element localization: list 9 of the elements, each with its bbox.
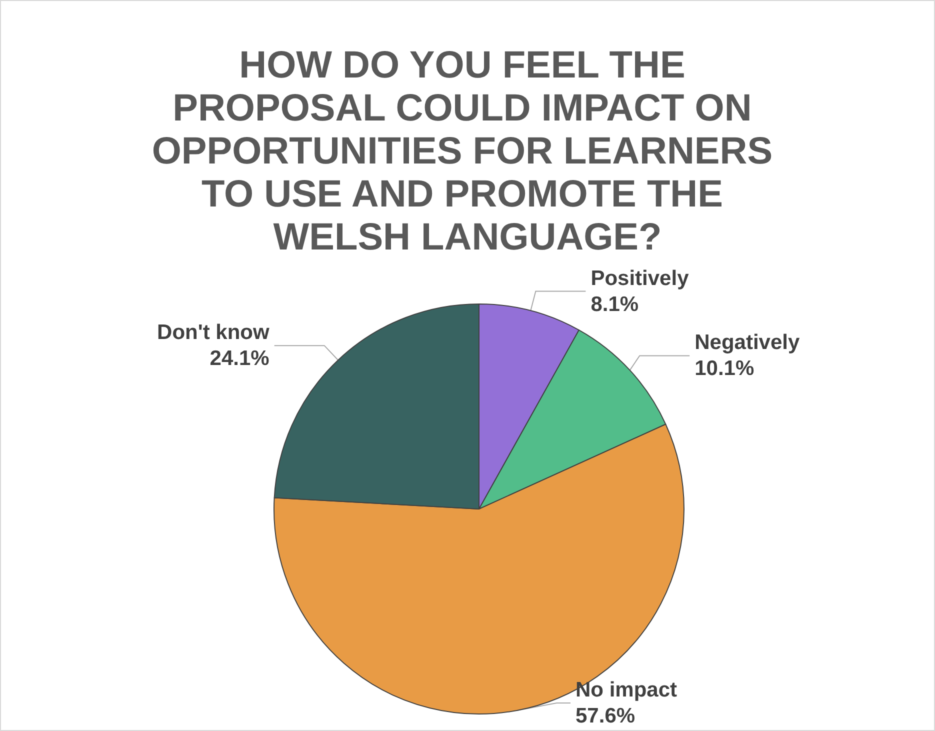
chart-title: HOW DO YOU FEEL THE PROPOSAL COULD IMPACT ON OPPORTUNITIES FOR LEARNERS TO USE AND PROMOTE THE WELSH LANGUAGE? xyxy=(152,44,784,258)
data-label: 24.1% xyxy=(210,347,270,370)
slice-label: Positively xyxy=(590,266,690,290)
data-label: 8.1% xyxy=(590,292,639,316)
slice-label: No impact xyxy=(576,678,678,702)
data-label: 57.6% xyxy=(576,704,636,728)
data-label: 10.1% xyxy=(694,357,754,380)
slice-label: Don't know xyxy=(157,321,270,344)
slice-label: Negatively xyxy=(694,331,800,354)
